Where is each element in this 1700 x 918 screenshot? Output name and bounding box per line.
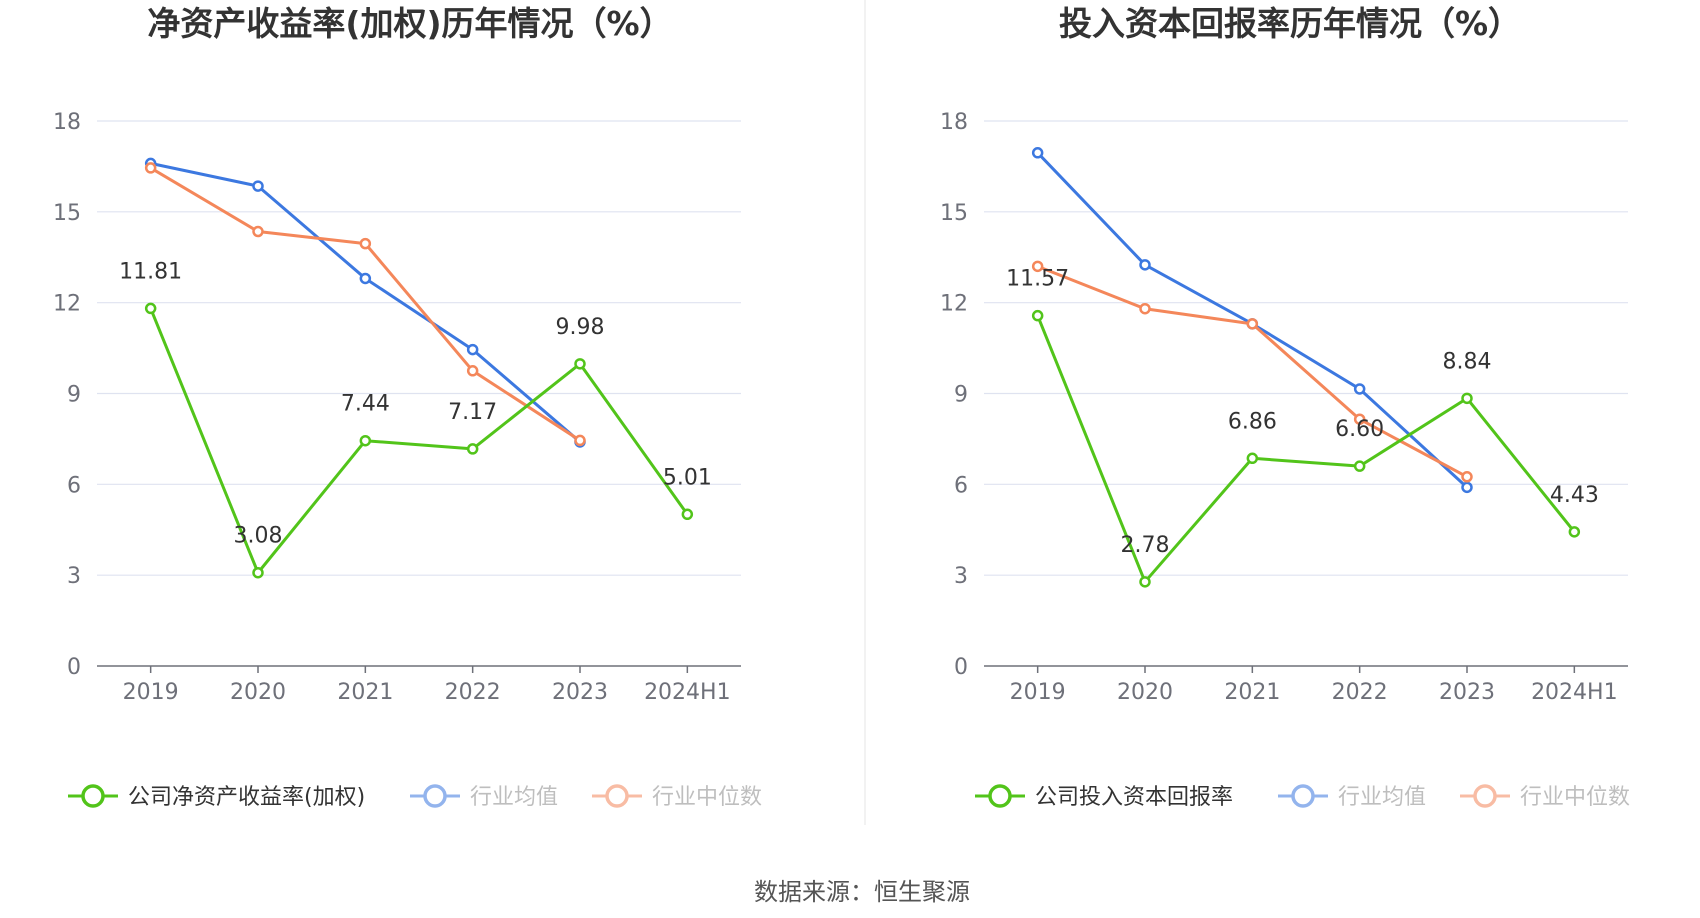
- data-point-industry_avg[interactable]: [1353, 383, 1366, 395]
- y-tick-label: 15: [53, 201, 81, 226]
- legend-label: 公司净资产收益率(加权): [128, 785, 365, 810]
- legend-item-company[interactable]: 公司净资产收益率(加权): [68, 784, 365, 810]
- y-tick-label: 0: [67, 655, 81, 680]
- data-label: 7.44: [341, 392, 390, 417]
- x-tick-label: 2019: [1010, 680, 1066, 705]
- legend-swatch-marker: [605, 784, 629, 808]
- x-tick-label: 2020: [230, 680, 286, 705]
- x-tick-label: 2024H1: [1531, 680, 1618, 705]
- data-label: 8.84: [1443, 349, 1492, 374]
- x-tick-label: 2023: [552, 680, 608, 705]
- legend-swatch-marker: [1473, 784, 1497, 808]
- x-tick-label: 2024H1: [644, 680, 731, 705]
- data-point-industry_median[interactable]: [466, 365, 479, 377]
- data-label: 7.17: [448, 400, 497, 425]
- y-tick-label: 15: [940, 201, 968, 226]
- data-label: 11.57: [1006, 267, 1069, 292]
- series-line-company: [149, 307, 689, 575]
- y-tick-label: 12: [940, 292, 968, 317]
- data-label: 5.01: [663, 465, 712, 490]
- legend-swatch-marker: [423, 784, 447, 808]
- chart-title: 净资产收益率(加权)历年情况（%）: [147, 4, 672, 43]
- y-tick-label: 9: [954, 383, 968, 408]
- data-label: 9.98: [556, 315, 605, 340]
- legend-item-industry_avg[interactable]: 行业均值: [410, 784, 558, 810]
- data-label: 4.43: [1550, 483, 1599, 508]
- series-line-industry_median: [1037, 264, 1468, 479]
- roic-chart-panel: 投入资本回报率历年情况（%） 0 3 6 9 12 15 18 2019 2020 2021 202…: [940, 4, 1630, 810]
- x-tick-label: 2022: [445, 680, 501, 705]
- data-point-industry_median[interactable]: [574, 434, 586, 447]
- data-point-company[interactable]: [359, 434, 372, 447]
- x-tick-label: 2019: [123, 680, 179, 705]
- y-tick-label: 3: [67, 564, 81, 589]
- y-tick-label: 6: [67, 473, 81, 498]
- data-point-industry_avg[interactable]: [1139, 259, 1151, 271]
- data-point-company[interactable]: [1461, 392, 1473, 405]
- data-label: 6.86: [1228, 409, 1277, 434]
- legend-item-industry_avg[interactable]: 行业均值: [1278, 784, 1426, 810]
- data-point-industry_median[interactable]: [359, 237, 372, 250]
- data-point-industry_avg[interactable]: [1461, 481, 1473, 494]
- data-point-industry_median[interactable]: [252, 225, 264, 238]
- data-label: 2.78: [1121, 533, 1170, 558]
- data-point-industry_median[interactable]: [144, 162, 157, 174]
- data-point-company[interactable]: [1246, 452, 1259, 465]
- x-tick-label: 2023: [1439, 680, 1495, 705]
- data-point-industry_median[interactable]: [1139, 302, 1151, 315]
- data-point-industry_avg[interactable]: [359, 272, 372, 285]
- legend-item-company[interactable]: 公司投入资本回报率: [975, 784, 1233, 810]
- data-point-company[interactable]: [466, 443, 479, 455]
- data-label: 6.60: [1335, 417, 1384, 442]
- x-tick-label: 2021: [337, 680, 393, 705]
- legend-label: 行业中位数: [652, 785, 762, 810]
- data-point-industry_avg[interactable]: [252, 180, 264, 192]
- y-tick-label: 0: [954, 655, 968, 680]
- data-point-industry_median[interactable]: [1246, 318, 1259, 330]
- legend-label: 行业均值: [470, 785, 558, 810]
- legend-label: 公司投入资本回报率: [1035, 785, 1233, 810]
- y-tick-label: 12: [53, 292, 81, 317]
- data-source-note: 数据来源：恒生聚源: [754, 878, 970, 906]
- legend-label: 行业中位数: [1520, 785, 1630, 810]
- legend-swatch-marker: [81, 784, 105, 808]
- data-point-industry_avg[interactable]: [466, 343, 479, 356]
- data-point-company[interactable]: [1353, 460, 1366, 472]
- data-point-industry_median[interactable]: [1353, 413, 1366, 425]
- data-point-company[interactable]: [252, 566, 264, 579]
- data-point-company[interactable]: [1568, 526, 1581, 538]
- legend-swatch-marker: [988, 784, 1012, 808]
- y-tick-label: 3: [954, 564, 968, 589]
- y-tick-label: 18: [53, 110, 81, 135]
- y-tick-label: 6: [954, 473, 968, 498]
- data-label: 11.81: [119, 259, 182, 284]
- legend-swatch-marker: [1291, 784, 1315, 808]
- data-point-industry_median[interactable]: [1031, 260, 1044, 273]
- legend-item-industry_median[interactable]: 行业中位数: [1460, 784, 1630, 810]
- legend-item-industry_median[interactable]: 行业中位数: [592, 784, 762, 810]
- y-tick-label: 18: [940, 110, 968, 135]
- chart-title: 投入资本回报率历年情况（%）: [1059, 4, 1521, 43]
- x-tick-label: 2020: [1117, 680, 1173, 705]
- data-point-company[interactable]: [574, 358, 586, 370]
- data-point-company[interactable]: [144, 302, 157, 315]
- data-point-industry_avg[interactable]: [1031, 147, 1044, 159]
- data-point-company[interactable]: [1139, 576, 1151, 588]
- roe-chart-panel: 净资产收益率(加权)历年情况（%） 0 3 6 9 12 15 18 2019 2020 2021…: [53, 4, 762, 810]
- x-tick-label: 2021: [1224, 680, 1280, 705]
- data-label: 3.08: [234, 524, 283, 549]
- data-point-company[interactable]: [681, 508, 694, 521]
- data-point-industry_median[interactable]: [1461, 471, 1473, 483]
- y-tick-label: 9: [67, 383, 81, 408]
- series-line-company: [1036, 315, 1576, 584]
- x-tick-label: 2022: [1332, 680, 1388, 705]
- legend-label: 行业均值: [1338, 785, 1426, 810]
- data-point-company[interactable]: [1031, 309, 1044, 322]
